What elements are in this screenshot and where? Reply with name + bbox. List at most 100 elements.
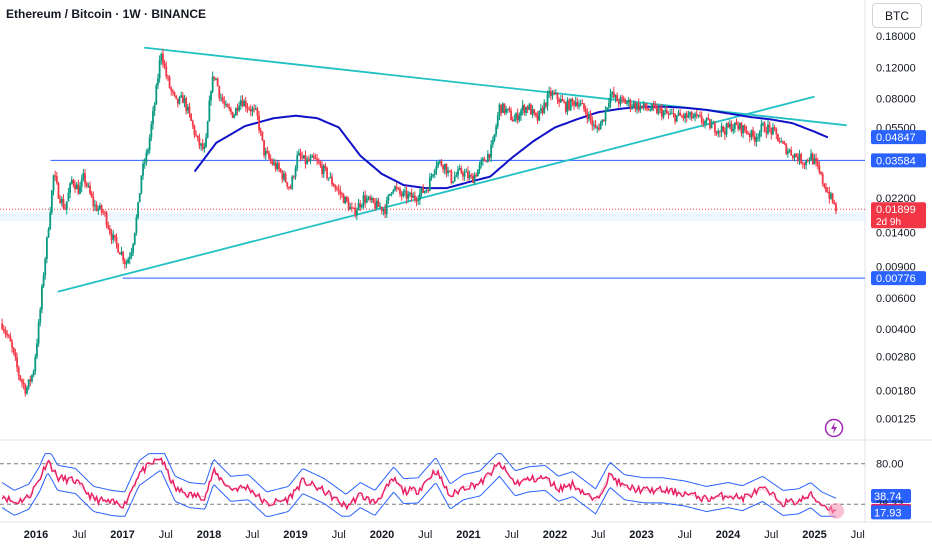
candle-body	[390, 192, 393, 194]
candle-body	[65, 201, 68, 210]
candle-body	[719, 130, 721, 133]
candle-body	[700, 115, 703, 122]
x-tick-label: 2019	[283, 529, 307, 541]
candle-body	[833, 202, 836, 204]
candle-body	[382, 209, 385, 211]
rsi-pane	[0, 453, 865, 519]
candle-body	[45, 237, 48, 259]
candle-body	[782, 141, 784, 144]
candle-body	[173, 92, 176, 96]
candle-body	[571, 98, 574, 102]
candle-body	[168, 77, 171, 88]
price-band	[0, 212, 865, 222]
candle-body	[34, 356, 37, 372]
candle-body	[84, 173, 86, 183]
candle-body	[95, 204, 98, 211]
candle-body	[820, 171, 822, 174]
candle-body	[147, 149, 149, 153]
candle-body	[803, 164, 806, 166]
moving-average-line	[193, 105, 829, 190]
candle-body	[306, 159, 309, 164]
candle-body	[513, 119, 516, 122]
candle-body	[591, 119, 594, 126]
candle-body	[130, 252, 133, 257]
candle-body	[636, 103, 638, 110]
candle-body	[322, 165, 325, 175]
candle-body	[29, 379, 32, 382]
candle-body	[359, 203, 362, 208]
candle-body	[360, 205, 363, 208]
candle-body	[750, 130, 753, 138]
candle-body	[712, 123, 715, 125]
candle-body	[208, 100, 211, 122]
candle-body	[64, 208, 67, 210]
candle-body	[410, 192, 413, 198]
candle-body	[47, 229, 50, 238]
candle-body	[788, 150, 791, 152]
candle-body	[607, 102, 610, 108]
candle-body	[281, 171, 284, 180]
candle-body	[140, 175, 143, 194]
candle-body	[472, 176, 474, 183]
y-tick-label: 0.00900	[876, 262, 916, 274]
candle-body	[682, 116, 685, 119]
candle-body	[825, 187, 827, 192]
candle-body	[450, 171, 453, 183]
candle-body	[205, 137, 207, 147]
candle-body	[85, 182, 88, 187]
countdown-text: 2d 9h	[876, 217, 901, 228]
candle-body	[563, 101, 565, 103]
candle-body	[651, 104, 653, 110]
candle-body	[19, 375, 22, 381]
candle-body	[796, 156, 799, 162]
candle-body	[493, 134, 496, 141]
candle-body	[127, 259, 130, 264]
candle-body	[203, 146, 206, 149]
candle-body	[800, 153, 803, 164]
candle-body	[329, 176, 332, 178]
candle-body	[581, 103, 584, 105]
candle-body	[50, 190, 53, 213]
candle-body	[249, 109, 252, 112]
candle-body	[438, 161, 441, 163]
candle-body	[395, 186, 398, 189]
candle-body	[115, 237, 118, 244]
candle-body	[206, 121, 209, 138]
candle-body	[617, 101, 620, 104]
candle-body	[4, 330, 7, 334]
candle-body	[42, 275, 45, 287]
candle-body	[370, 198, 373, 201]
candle-body	[805, 159, 808, 166]
candle-body	[601, 119, 604, 124]
candle-body	[289, 186, 292, 189]
candle-body	[672, 113, 675, 115]
candle-body	[404, 190, 406, 192]
candle-body	[576, 102, 579, 107]
lightning-icon[interactable]	[824, 418, 844, 438]
candle-body	[278, 163, 280, 169]
candle-body	[443, 163, 446, 170]
candle-body	[440, 161, 443, 166]
candle-body	[586, 113, 589, 119]
candle-body	[7, 335, 10, 337]
candle-body	[546, 94, 549, 107]
x-tick-label: Jul	[418, 529, 432, 541]
rsi-label-text: 38.74	[874, 491, 902, 503]
currency-button[interactable]: BTC	[872, 3, 922, 28]
candle-body	[397, 188, 400, 190]
candle-body	[664, 110, 667, 112]
candle-body	[831, 193, 834, 203]
candle-body	[354, 207, 357, 216]
rsi-lower-band	[1, 470, 836, 517]
candle-body	[689, 111, 691, 116]
candle-body	[236, 108, 239, 111]
y-tick-label: 0.00125	[876, 414, 916, 426]
candle-body	[599, 123, 602, 130]
candle-body	[661, 108, 663, 117]
axes: 0.180000.120000.080000.055000.035000.022…	[24, 31, 916, 541]
candle-body	[483, 158, 486, 162]
candle-body	[351, 207, 353, 209]
candle-body	[120, 251, 123, 255]
candle-body	[321, 165, 323, 175]
candle-body	[465, 171, 468, 173]
